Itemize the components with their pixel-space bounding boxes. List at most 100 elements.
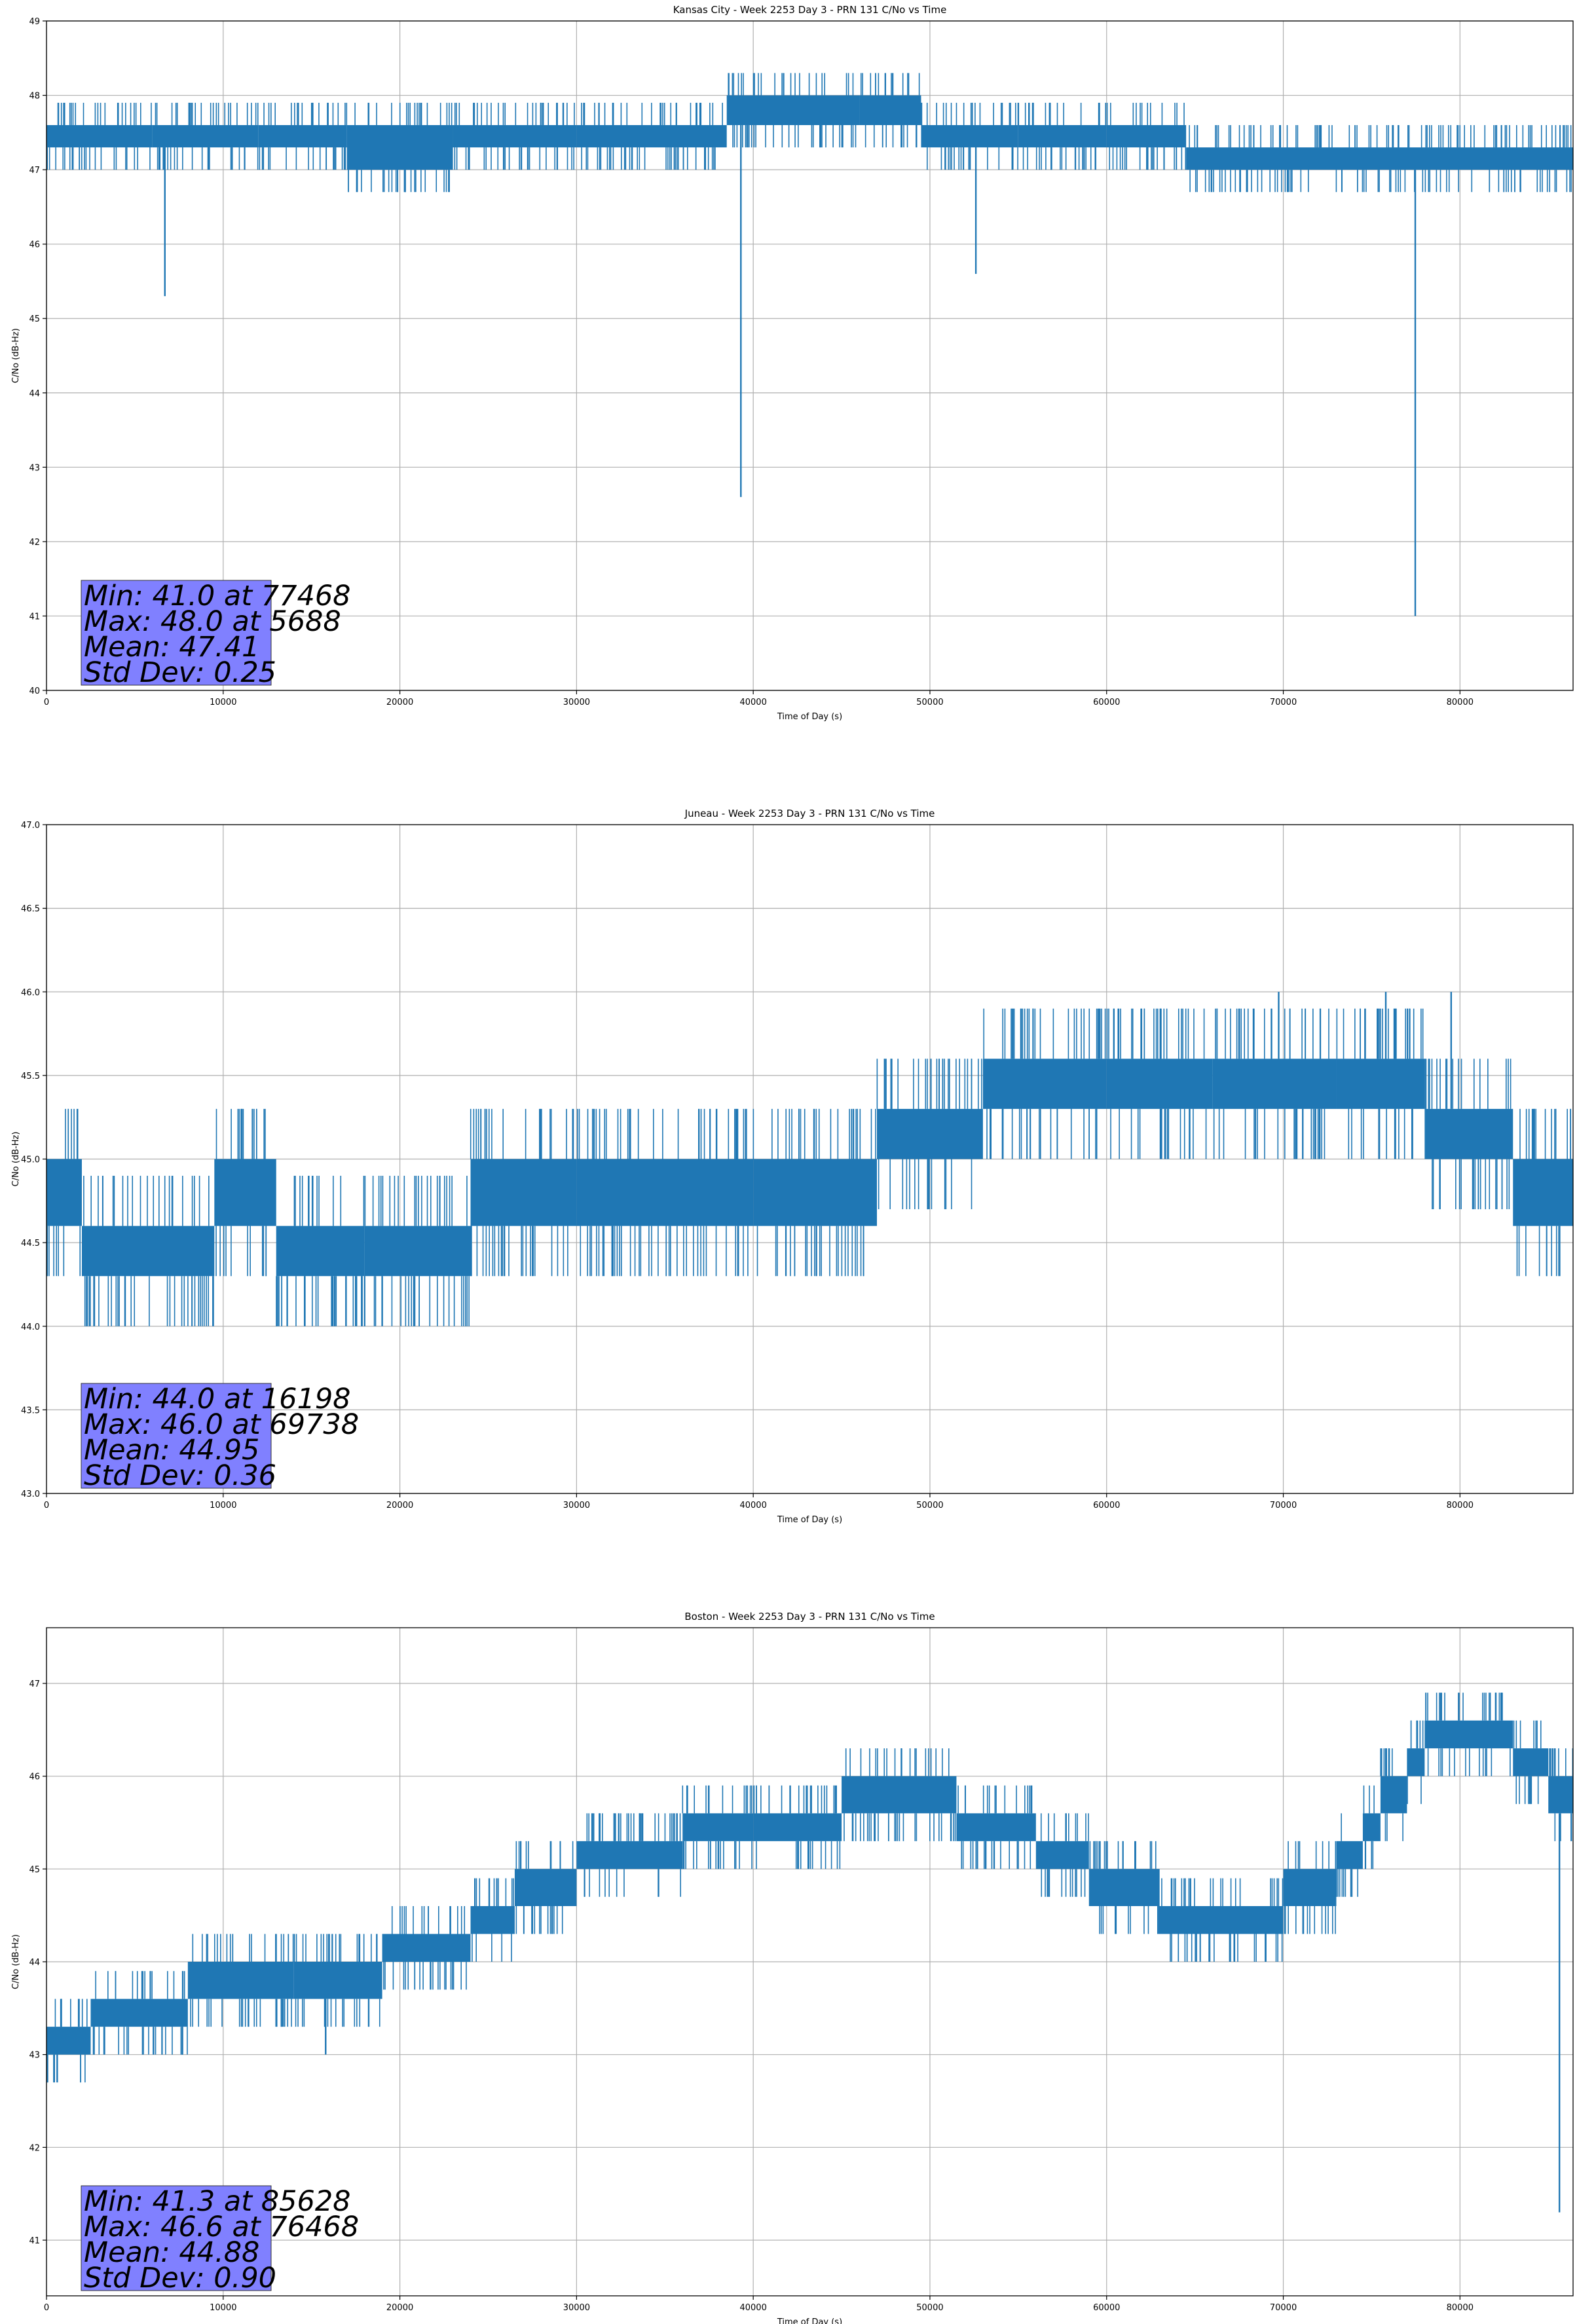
- axes-frame: [46, 20, 1574, 691]
- stats-box: [81, 2185, 272, 2291]
- y-tick-label: 43.0: [21, 1490, 40, 1499]
- x-tick-label: 0: [44, 2303, 49, 2313]
- series-band: [1018, 124, 1107, 148]
- x-tick-label: 60000: [1093, 698, 1120, 707]
- x-tick-label: 30000: [563, 1501, 590, 1510]
- x-axis-label: Time of Day (s): [777, 1515, 842, 1525]
- series-band: [1380, 1776, 1407, 1814]
- y-tick-label: 45: [29, 1865, 40, 1875]
- x-tick-label: 10000: [210, 1501, 236, 1510]
- series-band: [956, 1813, 1036, 1841]
- series-band: [214, 1159, 276, 1226]
- x-tick-label: 20000: [386, 1501, 413, 1510]
- x-tick-label: 50000: [916, 2303, 943, 2313]
- series-band: [46, 2027, 91, 2055]
- x-tick-label: 50000: [916, 698, 943, 707]
- x-tick-label: 80000: [1447, 698, 1474, 707]
- y-tick-label: 47.0: [21, 821, 40, 831]
- y-tick-label: 44: [29, 1958, 40, 1968]
- chart-title: Kansas City - Week 2253 Day 3 - PRN 131 …: [673, 4, 947, 16]
- series-band: [1513, 1748, 1549, 1776]
- y-tick-label: 44: [29, 389, 40, 399]
- stats-box: [81, 580, 272, 686]
- series-band: [152, 124, 259, 148]
- series-band: [364, 1226, 471, 1277]
- y-tick-label: 41: [29, 612, 40, 622]
- y-tick-label: 46: [29, 240, 40, 250]
- series-band: [1088, 1869, 1160, 1906]
- y-tick-label: 44.5: [21, 1239, 40, 1248]
- x-tick-label: 20000: [386, 698, 413, 707]
- series-band: [470, 1159, 577, 1226]
- series-band: [576, 124, 727, 148]
- stats-line-std-dev: Std Dev: 0.36: [84, 1459, 276, 1492]
- series-band: [1106, 1059, 1213, 1109]
- x-tick-label: 60000: [1093, 1501, 1120, 1510]
- y-tick-label: 46.5: [21, 905, 40, 914]
- series-band: [1362, 1813, 1381, 1841]
- y-tick-label: 43: [29, 463, 40, 473]
- series-band: [470, 1906, 515, 1934]
- series-band: [453, 124, 577, 148]
- chart-kansas-city: 0 10000 20000 30000 40000 50000 60000 70000 8000…: [11, 4, 1574, 722]
- series-band: [877, 1108, 983, 1159]
- series-band: [293, 1962, 382, 1999]
- series-band: [753, 1159, 878, 1226]
- x-tick-label: 0: [44, 698, 49, 707]
- x-tick-label: 40000: [739, 2303, 766, 2313]
- y-tick-label: 47: [29, 166, 40, 176]
- stats-line-min: Min: 41.3 at 85628: [84, 2185, 351, 2218]
- x-tick-label: 80000: [1447, 2303, 1474, 2313]
- series-band: [859, 95, 921, 125]
- x-tick-label: 30000: [563, 698, 590, 707]
- stats-line-mean: Mean: 44.88: [84, 2236, 259, 2269]
- stats-line-max: Max: 46.6 at 76468: [84, 2211, 359, 2243]
- x-tick-label: 20000: [386, 2303, 413, 2313]
- x-axis-label: Time of Day (s): [777, 2317, 842, 2324]
- y-tick-label: 46: [29, 1772, 40, 1782]
- x-tick-label: 40000: [739, 1501, 766, 1510]
- series-band: [842, 1776, 957, 1814]
- series-band: [1212, 1059, 1337, 1109]
- series-band: [46, 1159, 82, 1226]
- series-band: [346, 124, 453, 170]
- series-band: [1159, 1906, 1284, 1934]
- series-band: [1424, 1108, 1513, 1159]
- series-band: [1336, 1841, 1363, 1869]
- stats-line-std-dev: Std Dev: 0.90: [84, 2262, 276, 2295]
- series-band: [1548, 1776, 1573, 1814]
- y-tick-label: 42: [29, 538, 40, 548]
- series-band: [576, 1159, 754, 1226]
- y-tick-label: 49: [29, 17, 40, 27]
- stats-line-min: Min: 44.0 at 16198: [84, 1383, 351, 1415]
- x-tick-label: 40000: [739, 698, 766, 707]
- chart-title: Boston - Week 2253 Day 3 - PRN 131 C/No …: [684, 1611, 935, 1622]
- series-band: [1424, 1720, 1513, 1749]
- series-band: [1513, 1159, 1573, 1226]
- x-tick-label: 30000: [563, 2303, 590, 2313]
- x-tick-label: 70000: [1270, 2303, 1297, 2313]
- y-tick-label: 48: [29, 92, 40, 102]
- series-band: [726, 95, 860, 125]
- y-tick-label: 45: [29, 314, 40, 324]
- y-tick-label: 46.0: [21, 988, 40, 998]
- x-tick-label: 10000: [210, 698, 236, 707]
- y-tick-label: 43: [29, 2051, 40, 2061]
- chart-title: Juneau - Week 2253 Day 3 - PRN 131 C/No …: [684, 808, 935, 819]
- stats-line-min: Min: 41.0 at 77468: [84, 580, 351, 612]
- series-band: [921, 124, 1018, 148]
- series-band: [753, 1813, 842, 1841]
- stats-line-mean: Mean: 47.41: [84, 631, 259, 664]
- series-band: [982, 1059, 1107, 1109]
- stats-line-max: Max: 48.0 at 5688: [84, 605, 341, 638]
- series-band: [576, 1841, 683, 1869]
- series-band: [682, 1813, 754, 1841]
- series-band: [46, 124, 153, 148]
- stats-line-max: Max: 46.0 at 69738: [84, 1408, 359, 1441]
- y-tick-label: 47: [29, 1679, 40, 1689]
- x-tick-label: 60000: [1093, 2303, 1120, 2313]
- y-tick-label: 43.5: [21, 1406, 40, 1415]
- series-band: [258, 124, 347, 148]
- y-tick-label: 40: [29, 686, 40, 696]
